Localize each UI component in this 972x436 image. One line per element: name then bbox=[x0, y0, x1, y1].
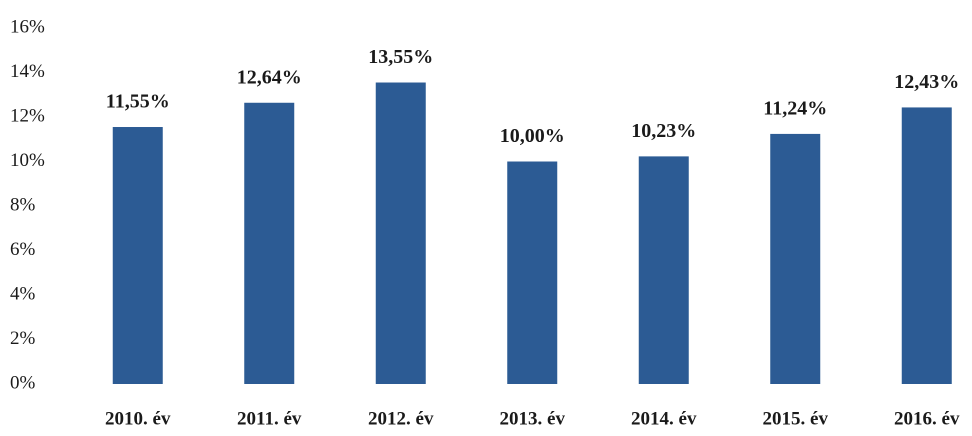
bar bbox=[112, 127, 163, 384]
y-tick-label: 16% bbox=[10, 16, 45, 37]
data-label: 13,55% bbox=[368, 46, 433, 68]
bar bbox=[901, 107, 952, 385]
y-tick-label: 2% bbox=[10, 328, 36, 349]
bar bbox=[375, 82, 426, 384]
x-tick-label: 2013. év bbox=[500, 408, 566, 429]
data-label: 10,00% bbox=[500, 125, 565, 147]
data-label: 11,55% bbox=[106, 91, 170, 113]
y-tick-label: 0% bbox=[10, 372, 36, 393]
y-tick-label: 12% bbox=[10, 105, 45, 126]
x-tick-label: 2016. év bbox=[894, 408, 960, 429]
bar bbox=[507, 161, 558, 384]
bar bbox=[638, 156, 689, 384]
x-tick-label: 2012. év bbox=[368, 408, 434, 429]
data-label: 12,43% bbox=[894, 71, 959, 93]
y-tick-label: 10% bbox=[10, 150, 45, 171]
x-tick-label: 2011. év bbox=[237, 408, 302, 429]
x-tick-label: 2014. év bbox=[631, 408, 697, 429]
y-tick-label: 8% bbox=[10, 194, 36, 215]
y-tick-label: 6% bbox=[10, 239, 36, 260]
y-tick-label: 14% bbox=[10, 61, 45, 82]
y-tick-label: 4% bbox=[10, 283, 36, 304]
bar bbox=[244, 102, 295, 384]
bar bbox=[770, 133, 821, 384]
x-tick-label: 2015. év bbox=[763, 408, 829, 429]
data-label: 10,23% bbox=[631, 120, 696, 142]
data-label: 11,24% bbox=[763, 98, 827, 120]
data-label: 12,64% bbox=[237, 66, 302, 88]
x-tick-label: 2010. év bbox=[105, 408, 171, 429]
